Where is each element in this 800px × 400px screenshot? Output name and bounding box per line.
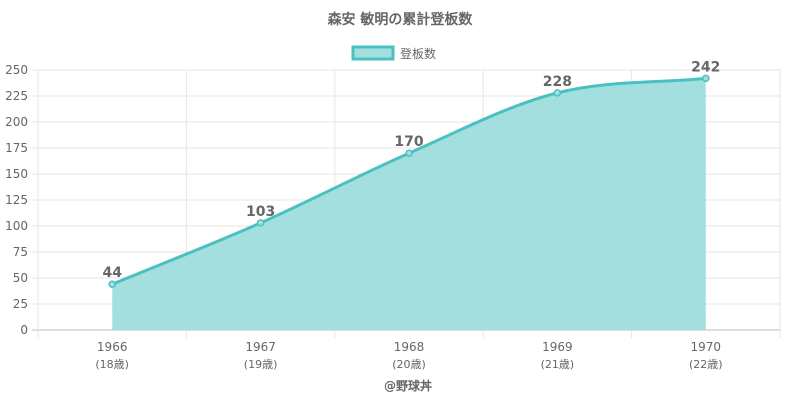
y-tick-label: 0 bbox=[20, 323, 28, 337]
x-tick-label: 1966 bbox=[97, 340, 128, 354]
y-tick-label: 50 bbox=[13, 271, 28, 285]
y-tick-label: 100 bbox=[5, 219, 28, 233]
x-tick-sublabel: (20歳) bbox=[392, 358, 426, 371]
data-point[interactable] bbox=[256, 219, 265, 227]
data-label: 242 bbox=[691, 59, 720, 75]
legend-swatch bbox=[351, 45, 395, 61]
y-tick-label: 175 bbox=[5, 141, 28, 155]
series-area bbox=[108, 74, 710, 330]
y-tick-label: 125 bbox=[5, 193, 28, 207]
legend[interactable]: 登板数 bbox=[351, 45, 436, 61]
x-tick-sublabel: (18歳) bbox=[95, 358, 129, 371]
x-tick-sublabel: (21歳) bbox=[541, 358, 575, 371]
y-tick-label: 200 bbox=[5, 115, 28, 129]
chart-footer: @野球丼 bbox=[384, 378, 432, 393]
series-area-fill bbox=[112, 78, 706, 330]
data-labels: 44 103 170 228 242 bbox=[102, 59, 720, 281]
y-tick-label: 75 bbox=[13, 245, 28, 259]
data-point[interactable] bbox=[108, 280, 116, 288]
data-label: 228 bbox=[543, 74, 572, 90]
legend-label: 登板数 bbox=[400, 46, 436, 61]
data-label: 44 bbox=[102, 265, 122, 281]
x-tick-sublabel: (19歳) bbox=[244, 358, 278, 371]
data-label: 103 bbox=[246, 204, 275, 220]
chart-title: 森安 敏明の累計登板数 bbox=[328, 11, 474, 28]
x-tick-label: 1967 bbox=[245, 340, 276, 354]
axis-ticks: 0 25 50 75 100 125 150 175 200 225 250 1966 (18歳) 196… bbox=[5, 63, 723, 371]
data-point[interactable] bbox=[405, 149, 413, 157]
data-point[interactable] bbox=[553, 89, 562, 97]
y-tick-label: 225 bbox=[5, 89, 28, 103]
x-tick-sublabel: (22歳) bbox=[689, 358, 723, 371]
x-tick-label: 1969 bbox=[542, 340, 573, 354]
data-label: 170 bbox=[394, 134, 423, 150]
data-point[interactable] bbox=[702, 74, 710, 83]
y-tick-label: 150 bbox=[5, 167, 28, 181]
x-tick-label: 1968 bbox=[394, 340, 425, 354]
y-tick-label: 250 bbox=[5, 63, 28, 77]
y-tick-label: 25 bbox=[13, 297, 28, 311]
x-tick-label: 1970 bbox=[691, 340, 722, 354]
